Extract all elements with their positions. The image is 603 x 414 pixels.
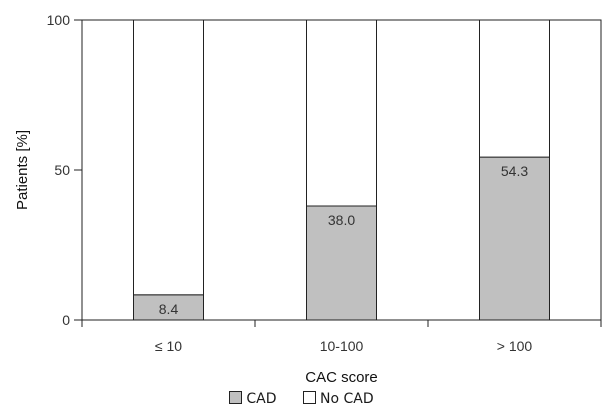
x-tick-label: > 100	[497, 338, 533, 354]
bar-no-cad	[306, 19, 377, 207]
legend-swatch-cad	[229, 391, 243, 404]
data-labels: 8.4 38.0 54.3	[159, 163, 529, 317]
x-tick-label: ≤ 10	[155, 338, 182, 354]
plot-area-frame	[81, 19, 602, 321]
data-label: 38.0	[328, 212, 355, 228]
bar-no-cad	[133, 19, 204, 296]
legend-item-no-cad: No CAD	[302, 390, 374, 408]
legend-item-cad: CAD	[229, 390, 277, 408]
bar-no-cad	[479, 19, 550, 158]
bar-cad	[479, 156, 550, 321]
bars	[133, 19, 550, 321]
legend: CAD No CAD	[0, 390, 603, 408]
x-tick-label: 10-100	[320, 338, 364, 354]
x-axis-ticks: ≤ 10 10-100 > 100	[81, 320, 602, 354]
y-tick-label: 100	[47, 12, 71, 28]
legend-label-cad: CAD	[246, 391, 277, 407]
legend-swatch-no-cad	[302, 391, 316, 404]
x-axis-label: CAC score	[305, 369, 378, 386]
y-axis-ticks: 0 50 100	[47, 12, 82, 328]
legend-label-no-cad: No CAD	[319, 391, 374, 407]
y-tick-label: 0	[62, 312, 70, 328]
bar-cad	[306, 205, 377, 321]
y-tick-label: 50	[54, 162, 70, 178]
y-axis-label: Patients [%]	[14, 130, 31, 210]
data-label: 8.4	[159, 301, 179, 317]
data-label: 54.3	[501, 163, 528, 179]
